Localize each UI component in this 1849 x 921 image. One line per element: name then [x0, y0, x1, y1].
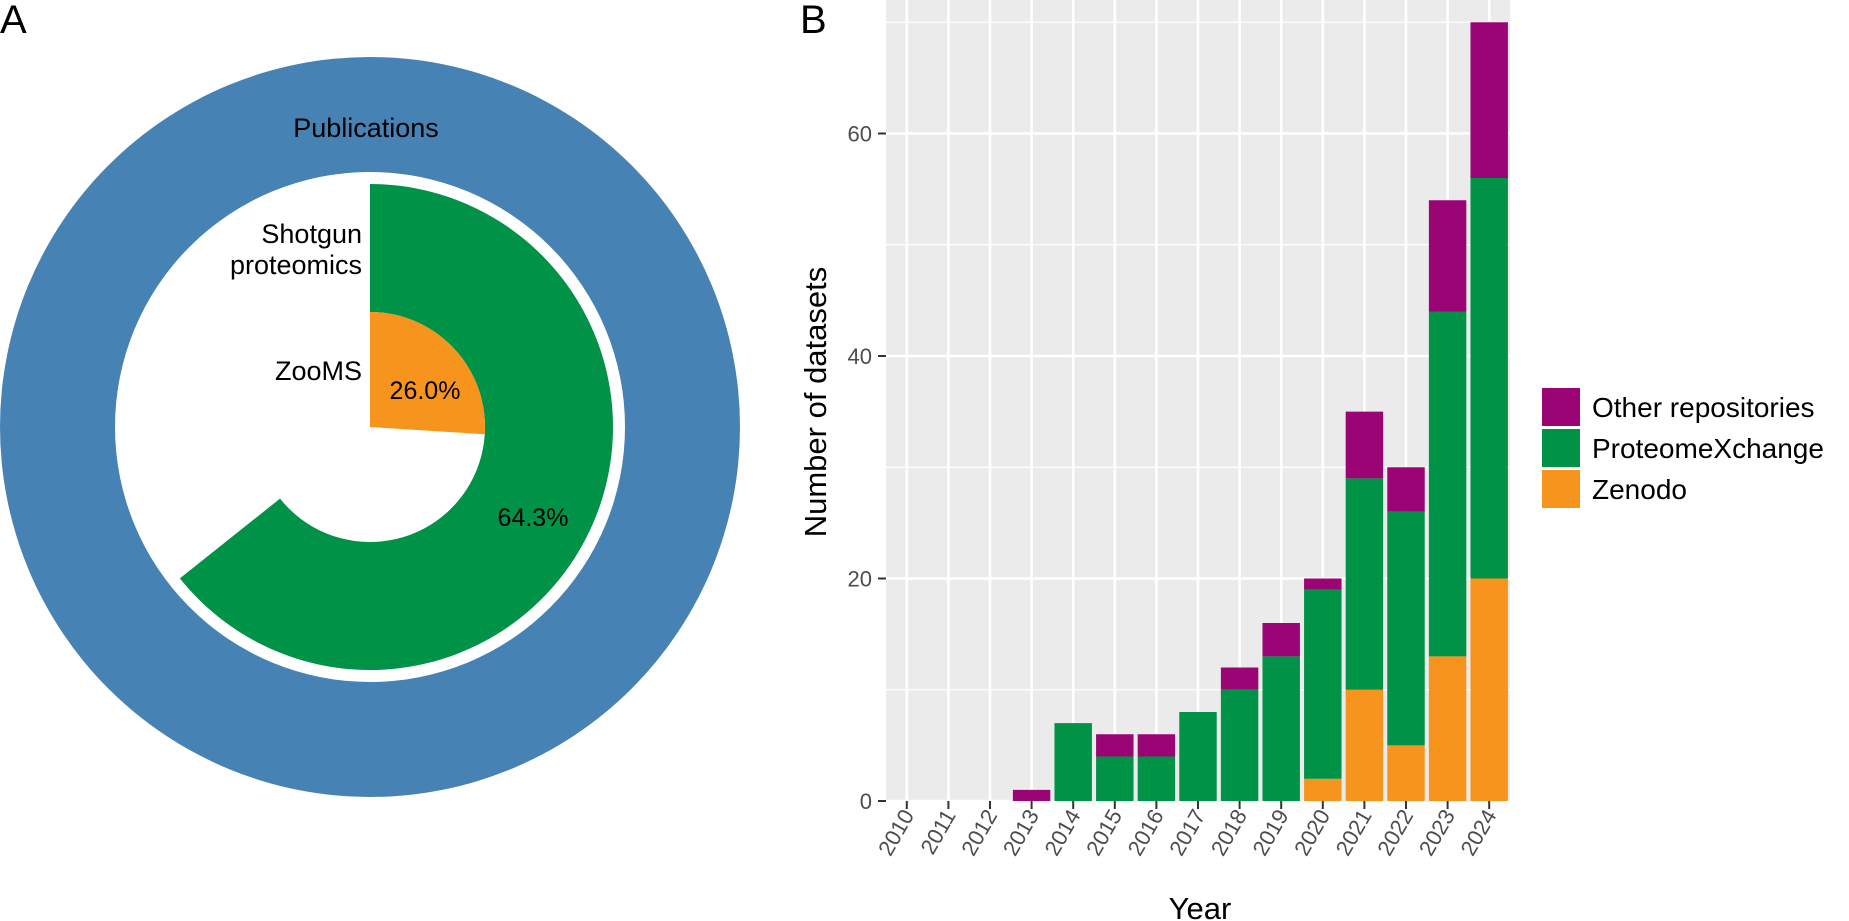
- bar-segment-zenodo-2021: [1345, 689, 1384, 801]
- zooms-label: ZooMS: [275, 356, 362, 386]
- bar-segment-other-repositories-2013: [1012, 789, 1051, 801]
- shotgun-label-line-1: Shotgun: [261, 219, 362, 249]
- bar-segment-proteomexchange-2021: [1345, 478, 1384, 690]
- bar-segment-other-repositories-2022: [1387, 467, 1425, 512]
- shotgun-proteomics-arc: [179, 184, 614, 670]
- x-tick-label: 2017: [1164, 805, 1210, 860]
- legend-label-proteomexchange: ProteomeXchange: [1592, 433, 1824, 464]
- x-tick-label: 2012: [956, 805, 1002, 860]
- bar-segment-proteomexchange-2016: [1137, 756, 1176, 801]
- bar-segment-other-repositories-2021: [1345, 411, 1384, 479]
- legend-key-other-repositories: [1542, 388, 1580, 426]
- bar-segment-zenodo-2022: [1387, 745, 1425, 801]
- x-axis-title: Year: [1169, 891, 1232, 921]
- bar-segment-other-repositories-2020: [1304, 578, 1342, 590]
- bar-segment-other-repositories-2024: [1470, 22, 1508, 178]
- y-axis-title: Number of datasets: [798, 267, 833, 538]
- y-tick-label: 40: [848, 344, 872, 369]
- y-tick-label: 60: [848, 122, 872, 147]
- bar-segment-other-repositories-2019: [1262, 623, 1300, 657]
- x-tick-label: 2015: [1081, 805, 1127, 860]
- zooms-wedge: [370, 312, 485, 435]
- panel-b-label: B: [800, 0, 827, 42]
- publications-label: Publications: [293, 113, 439, 143]
- x-tick-label: 2016: [1123, 805, 1169, 860]
- x-tick-label: 2010: [873, 805, 919, 860]
- bar-segment-proteomexchange-2014: [1054, 723, 1092, 801]
- bar-segment-other-repositories-2015: [1096, 734, 1134, 757]
- bar-segment-proteomexchange-2017: [1179, 712, 1217, 801]
- legend-label-zenodo: Zenodo: [1592, 474, 1687, 505]
- x-tick-label: 2023: [1414, 805, 1460, 860]
- bar-segment-proteomexchange-2015: [1096, 756, 1134, 801]
- bar-segment-proteomexchange-2020: [1304, 589, 1342, 779]
- bar-segment-proteomexchange-2019: [1262, 656, 1300, 801]
- bar-segment-zenodo-2024: [1470, 578, 1508, 801]
- x-tick-label: 2019: [1247, 805, 1293, 860]
- bar-segment-zenodo-2023: [1428, 656, 1467, 801]
- bar-segment-other-repositories-2023: [1428, 200, 1467, 312]
- bars: [1012, 22, 1508, 801]
- x-tick-label: 2013: [998, 805, 1044, 860]
- x-tick-label: 2014: [1039, 805, 1085, 860]
- bar-segment-proteomexchange-2024: [1470, 178, 1508, 579]
- y-tick-label: 20: [848, 567, 872, 592]
- panel-a-donut-chart: A Publications Shotgun proteomics 64.3% …: [0, 0, 740, 797]
- x-tick-label: 2011: [915, 805, 960, 858]
- legend-label-other-repositories: Other repositories: [1592, 392, 1815, 423]
- x-tick-label: 2022: [1372, 805, 1418, 860]
- bar-segment-zenodo-2020: [1304, 778, 1342, 801]
- zooms-percent-label: 26.0%: [390, 377, 461, 405]
- x-tick-label: 2018: [1206, 805, 1252, 860]
- shotgun-percent-label: 64.3%: [498, 504, 569, 532]
- legend-key-zenodo: [1542, 470, 1580, 508]
- bar-segment-proteomexchange-2023: [1428, 311, 1467, 657]
- bar-segment-other-repositories-2016: [1137, 734, 1176, 757]
- shotgun-label-line-2: proteomics: [230, 250, 362, 280]
- panel-a-label: A: [0, 0, 27, 42]
- y-tick-label: 0: [860, 789, 872, 814]
- bar-segment-proteomexchange-2018: [1220, 689, 1259, 801]
- x-tick-label: 2020: [1289, 805, 1335, 860]
- bar-segment-other-repositories-2018: [1220, 667, 1259, 690]
- x-tick-label: 2021: [1331, 805, 1377, 860]
- x-tick-label: 2024: [1455, 805, 1501, 860]
- panel-b-stacked-bar-chart: B 02040602010201120122013201420152016201…: [798, 0, 1824, 921]
- legend: Other repositories ProteomeXchange Zenodo: [1542, 388, 1824, 508]
- bar-segment-proteomexchange-2022: [1387, 511, 1425, 746]
- legend-key-proteomexchange: [1542, 429, 1580, 467]
